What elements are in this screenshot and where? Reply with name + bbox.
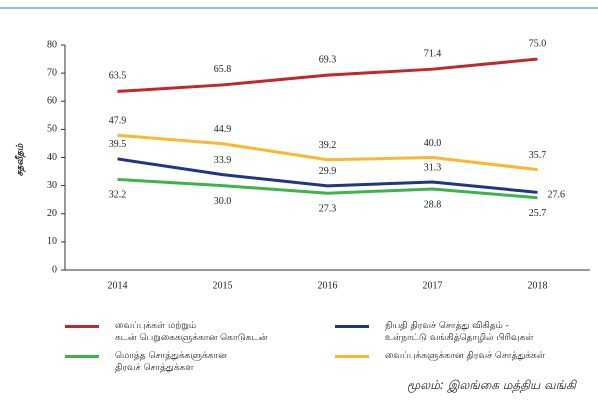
- legend-swatch: [335, 325, 369, 328]
- legend-label: மொத்த சொத்துக்களுக்கான திரவச் சொத்துக்கள: [115, 351, 227, 373]
- data-label: 39.2: [319, 140, 337, 151]
- data-label: 28.8: [424, 199, 442, 210]
- legend-entry: மொத்த சொத்துக்களுக்கான திரவச் சொத்துக்கள: [65, 350, 227, 374]
- y-tick-label: 70: [47, 67, 57, 78]
- legend-entry: வைப்புக்களுக்கான திரவச் சொத்துக்கள்: [335, 350, 545, 362]
- data-label: 32.2: [109, 190, 127, 201]
- series-line: [117, 133, 538, 172]
- x-tick-label: 2017: [423, 280, 443, 291]
- legend-swatch: [65, 325, 99, 328]
- x-tick-label: 2015: [213, 280, 233, 291]
- legend-swatch: [335, 355, 369, 358]
- data-label: 27.6: [548, 190, 566, 201]
- x-tick-label: 2014: [108, 280, 128, 291]
- data-label: 65.8: [214, 64, 232, 75]
- y-tick-label: 30: [47, 180, 57, 191]
- legend-label: வைப்புக்களுக்கான திரவச் சொத்துக்கள்: [385, 351, 545, 361]
- data-label: 39.5: [109, 139, 127, 150]
- data-label: 33.9: [214, 155, 232, 166]
- y-axis-label: சதவீதம்: [15, 143, 27, 176]
- data-label: 63.5: [109, 71, 127, 82]
- y-tick-label: 10: [47, 236, 57, 247]
- series-line: [117, 157, 538, 194]
- legend-entry: வைப்புக்கள் மற்றும் கடன் பெறுகைகளுக்கான …: [65, 320, 267, 344]
- series-line: [117, 177, 538, 200]
- data-label: 35.7: [529, 150, 547, 161]
- legend-label: நியதி திரவச் சொத்து விகிதம் - உள்நாட்டு …: [385, 321, 534, 343]
- data-label: 69.3: [319, 54, 337, 65]
- data-label: 75.0: [529, 38, 547, 49]
- y-tick-label: 20: [47, 208, 57, 219]
- legend-label: வைப்புக்கள் மற்றும் கடன் பெறுகைகளுக்கான …: [115, 321, 268, 343]
- y-tick-label: 40: [47, 152, 57, 163]
- legend-swatch: [65, 355, 99, 358]
- data-label: 27.3: [319, 204, 337, 215]
- data-label: 31.3: [424, 162, 442, 173]
- series-line: [117, 57, 538, 93]
- x-tick-label: 2018: [528, 280, 548, 291]
- y-tick-label: 0: [52, 264, 57, 275]
- y-tick-label: 60: [47, 96, 57, 107]
- x-tick-label: 2016: [318, 280, 338, 291]
- source: மூலம்: இலங்கை மத்திய வங்கி: [407, 378, 576, 392]
- data-label: 40.0: [424, 138, 442, 149]
- y-tick-label: 50: [47, 124, 57, 135]
- data-label: 71.4: [424, 48, 442, 59]
- data-label: 30.0: [214, 196, 232, 207]
- legend-entry: நியதி திரவச் சொத்து விகிதம் - உள்நாட்டு …: [335, 320, 534, 344]
- data-label: 47.9: [109, 116, 127, 127]
- data-label: 25.7: [529, 208, 547, 219]
- y-tick-label: 80: [47, 39, 57, 50]
- data-label: 44.9: [214, 124, 232, 135]
- data-label: 29.9: [319, 166, 337, 177]
